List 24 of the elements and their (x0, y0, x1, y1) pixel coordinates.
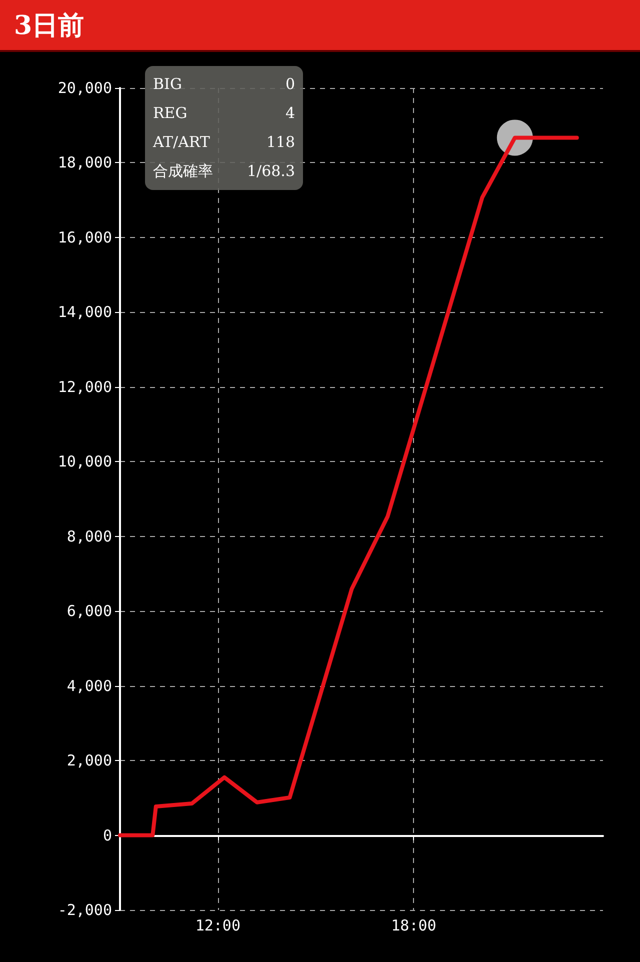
annotation: 合成確率 (153, 161, 213, 182)
y-tick-label: 14,000 (58, 303, 112, 322)
y-tick-label: -2,000 (58, 901, 112, 919)
annotation: 4 (285, 103, 295, 124)
y-tick-label: 2,000 (66, 752, 112, 770)
y-tick-label: 4,000 (66, 676, 112, 695)
y-tick-label: 18,000 (58, 154, 112, 172)
y-tick-label: 10,000 (58, 452, 112, 471)
annotation: 118 (266, 132, 295, 153)
annotation: AT/ART (153, 132, 210, 153)
annotation: REG (153, 103, 188, 124)
y-tick-label: 16,000 (58, 228, 112, 246)
annotation: 1/68.3 (247, 161, 295, 182)
y-tick-label: 0 (102, 826, 112, 844)
annotation: 0 (285, 74, 295, 95)
x-tick-label: 18:00 (391, 916, 436, 934)
annotation: BIG (153, 74, 182, 95)
y-tick-label: 6,000 (66, 602, 112, 620)
chart-title: 3日前 (0, 0, 640, 52)
x-tick-label: 12:00 (195, 916, 240, 934)
line-series (118, 136, 579, 838)
y-tick-label: 12,000 (58, 378, 112, 396)
y-tick-label: 8,000 (66, 527, 112, 546)
y-tick-label: 20,000 (58, 79, 112, 97)
